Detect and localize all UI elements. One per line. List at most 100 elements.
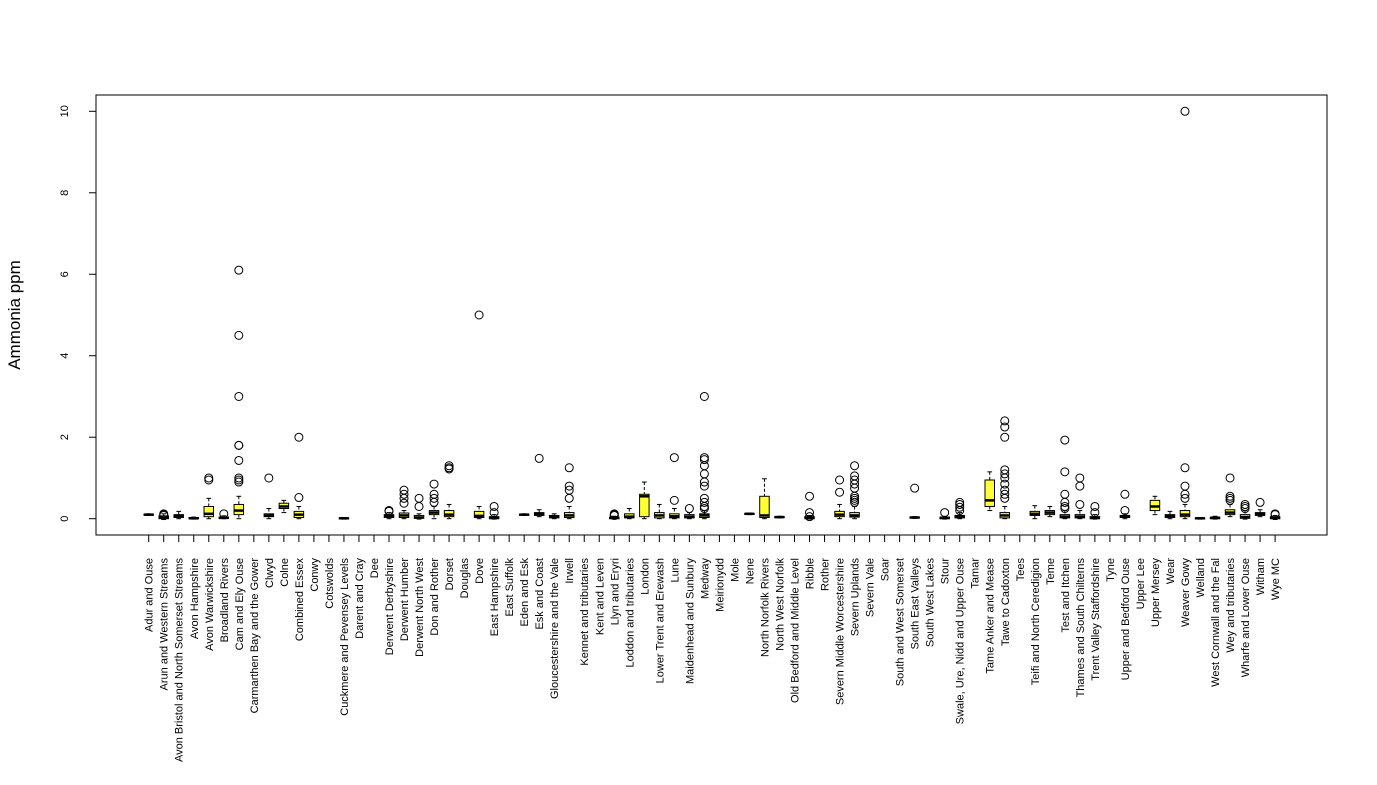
x-tick-label: Cuckmere and Pevensey Levels <box>339 558 351 716</box>
boxplot-group <box>443 461 455 520</box>
outlier-point <box>805 491 815 501</box>
x-tick-label: Avon Hampshire <box>189 558 201 639</box>
outlier-point <box>294 432 304 442</box>
x-tick-label: London <box>639 558 651 595</box>
outlier-point <box>384 506 394 516</box>
x-tick-label: Adur and Ouse <box>144 558 156 632</box>
x-tick-label: Esk and Coast <box>534 558 546 630</box>
boxplot-group <box>804 491 815 522</box>
outlier-point <box>1000 469 1010 479</box>
boxplot-group <box>984 471 995 512</box>
x-tick-label: Mole <box>729 558 741 582</box>
outlier-point <box>234 330 244 340</box>
boxplot-group <box>1029 505 1041 520</box>
x-tick-label: Cam and Ely Ouse <box>234 558 246 650</box>
boxplot-group <box>1209 515 1221 520</box>
y-tick-label: 4 <box>59 353 71 359</box>
boxplot-group <box>293 432 305 520</box>
boxplot-group <box>233 265 245 520</box>
boxplot-group <box>518 513 530 516</box>
outlier-point <box>699 455 709 465</box>
x-tick-label: Loddon and tributaries <box>624 558 636 668</box>
outlier-point <box>850 479 860 489</box>
boxplot-group <box>624 508 635 520</box>
outlier-point <box>429 479 439 489</box>
boxplot-group <box>1089 501 1101 520</box>
outlier-point <box>219 509 229 519</box>
x-tick-label: Wye MC <box>1270 558 1282 600</box>
x-tick-label: Combined Essex <box>294 558 306 642</box>
x-tick-label: Dove <box>474 558 486 584</box>
outlier-point <box>294 493 304 503</box>
x-tick-label: North Norfolk Rivers <box>759 558 771 658</box>
x-tick-label: South West Lakes <box>925 558 937 648</box>
x-tick-label: Wear <box>1165 558 1177 584</box>
boxplot-group <box>774 515 785 519</box>
x-tick-label: Lune <box>669 558 681 582</box>
x-tick-label: Broadland Rivers <box>219 558 231 643</box>
boxplot-group <box>548 513 560 520</box>
outlier-point <box>699 504 709 514</box>
x-tick-label: East Hampshire <box>489 558 501 636</box>
outlier-point <box>1090 501 1100 511</box>
y-tick-label: 10 <box>59 105 71 117</box>
x-tick-label: Kennet and tributaries <box>579 558 591 666</box>
x-tick-label: Wharfe and Lower Ouse <box>1240 558 1252 677</box>
outlier-point <box>399 498 409 508</box>
boxplot-group <box>1074 473 1086 520</box>
boxplot-group <box>203 473 215 520</box>
outlier-point <box>1000 493 1010 503</box>
outlier-point <box>1075 499 1085 509</box>
outlier-point <box>429 493 439 503</box>
boxplot-group <box>1119 489 1131 520</box>
x-tick-label: North West Norfolk <box>774 558 786 651</box>
x-tick-label: Colne <box>279 558 291 587</box>
x-tick-label: Tees <box>1015 558 1027 582</box>
outlier-point <box>234 455 244 465</box>
iqr-box <box>203 505 215 518</box>
boxplot-group <box>263 473 275 520</box>
outlier-point <box>204 473 214 483</box>
outlier-point <box>805 512 815 522</box>
iqr-box <box>984 479 995 507</box>
outlier-point <box>534 453 544 463</box>
outlier-point <box>234 265 244 275</box>
boxplot-group <box>563 463 575 520</box>
boxplot-group <box>699 391 710 520</box>
boxplot-group <box>173 510 184 520</box>
x-tick-label: Arun and Western Streams <box>159 558 171 691</box>
x-tick-label: Ribble <box>805 558 817 589</box>
boxplot-group <box>1059 435 1071 520</box>
outlier-point <box>1225 495 1235 505</box>
x-tick-label: Nene <box>744 558 756 584</box>
outlier-point <box>414 501 424 511</box>
iqr-box <box>473 510 485 518</box>
boxplot-group <box>834 475 845 520</box>
x-tick-label: South and West Somerset <box>895 558 907 686</box>
outlier-point <box>234 477 244 487</box>
outlier-point <box>1000 432 1010 442</box>
outlier-point <box>669 495 679 505</box>
outlier-point <box>699 481 709 491</box>
outlier-point <box>399 493 409 503</box>
outlier-point <box>940 508 950 518</box>
outlier-point <box>1120 506 1130 516</box>
x-tick-label: Trent Valley Staffordshire <box>1090 558 1102 681</box>
x-tick-label: Douglas <box>459 558 471 599</box>
y-tick-label: 8 <box>59 190 71 196</box>
outlier-point <box>489 501 499 511</box>
outlier-point <box>234 391 244 401</box>
outlier-point <box>564 463 574 473</box>
x-tick-label: Irwell <box>564 558 576 584</box>
x-tick-label: Darent and Cray <box>354 558 366 639</box>
x-tick-label: Swale, Ure, Nidd and Upper Ouse <box>955 558 967 724</box>
outlier-point <box>264 473 274 483</box>
y-axis-title-group: Ammonia ppm <box>5 260 24 370</box>
boxplot-group <box>398 485 410 520</box>
outlier-point <box>1060 467 1070 477</box>
x-tick-label: Derwent Humber <box>399 558 411 641</box>
boxplot-group <box>744 512 755 516</box>
x-tick-label: Eden and Esk <box>519 558 531 627</box>
y-tick-label: 2 <box>59 434 71 440</box>
